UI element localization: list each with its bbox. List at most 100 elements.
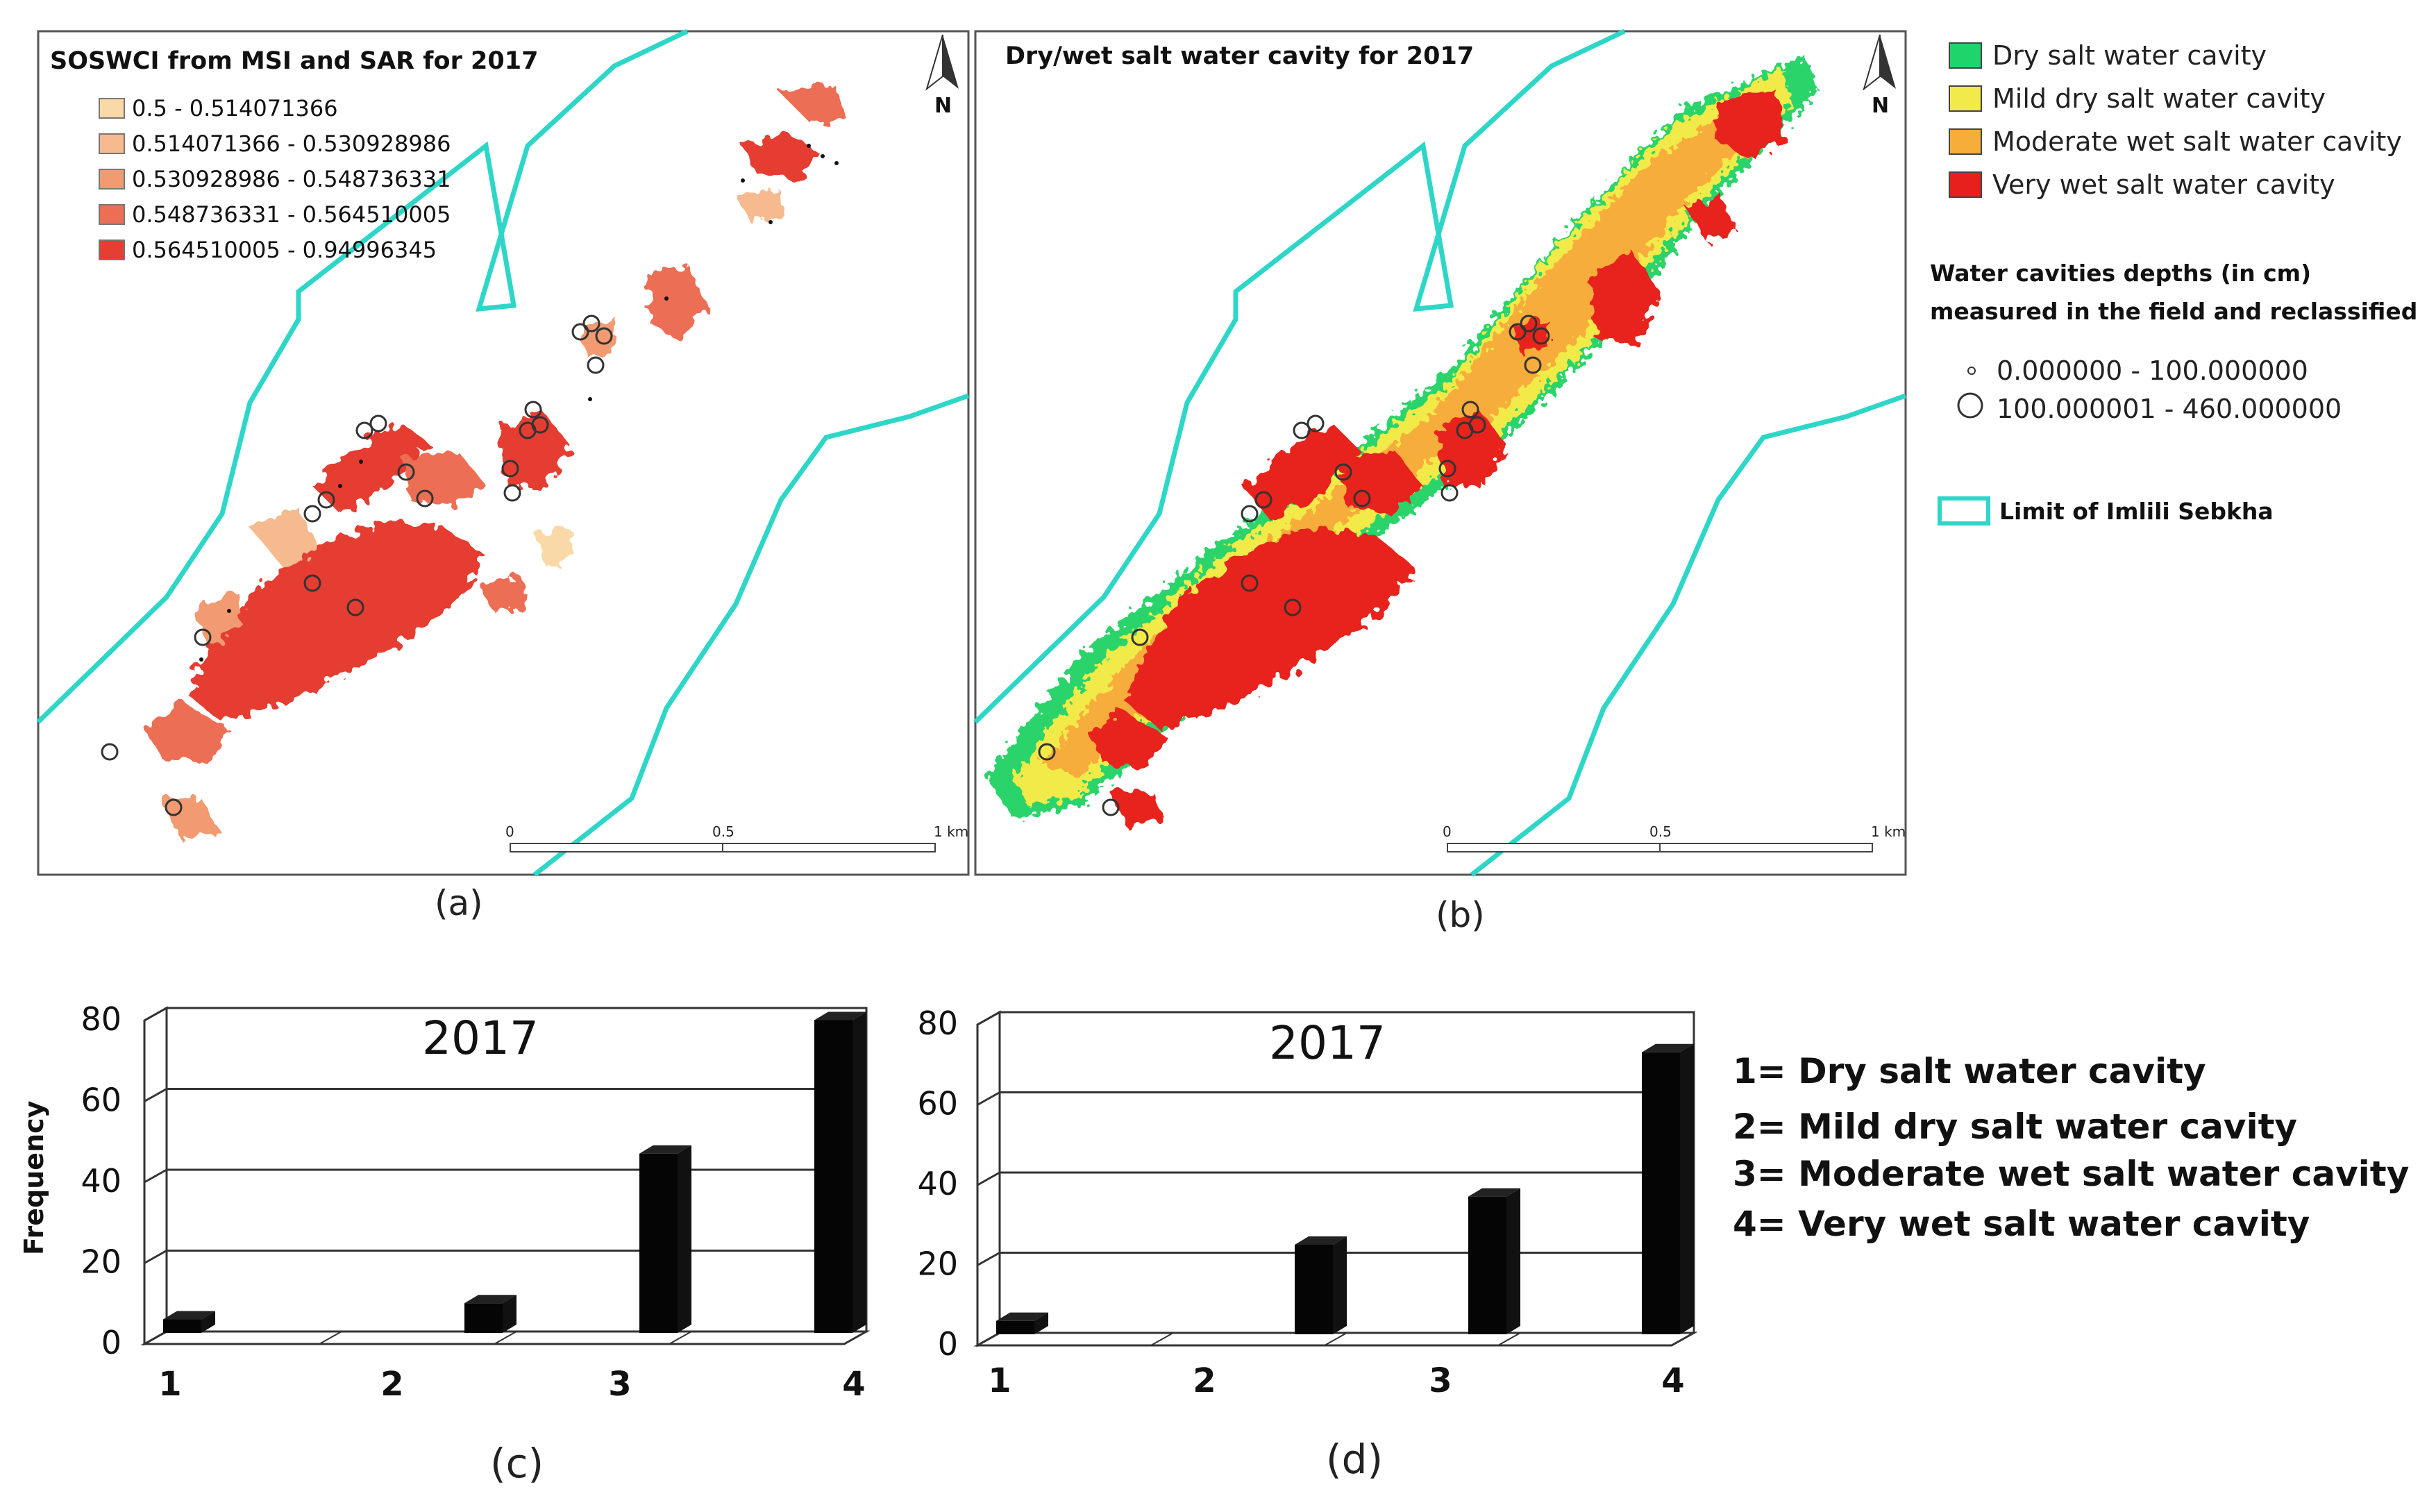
bar-side <box>852 1011 866 1333</box>
floor-divider <box>494 1331 517 1345</box>
gridline-side <box>144 1168 167 1184</box>
gridline-side <box>977 1011 1000 1026</box>
depth-class-2: 100.000001 - 460.000000 <box>1997 394 2342 424</box>
caption-a: (a) <box>435 883 483 923</box>
bar-top <box>1468 1188 1520 1197</box>
chart-title: 2017 <box>1269 1016 1386 1070</box>
scale-a-05: 0.5 <box>712 823 734 840</box>
legend-a-swatch-2 <box>99 133 125 154</box>
floor-divider <box>1150 1332 1174 1346</box>
map-a-title: SOSWCI from MSI and SAR for 2017 <box>50 47 538 75</box>
caption-d: (d) <box>1326 1436 1383 1483</box>
bar-top <box>1642 1043 1694 1052</box>
bar-side <box>1506 1188 1520 1334</box>
gridline-side <box>144 1250 167 1264</box>
class-label-3: Moderate wet salt water cavity <box>1992 126 2402 157</box>
bar-top <box>163 1311 215 1320</box>
x-tick-label: 4 <box>842 1365 865 1404</box>
bar-front <box>1295 1244 1333 1334</box>
x-tick-label: 2 <box>1193 1361 1216 1400</box>
y-tick-label: 20 <box>917 1245 958 1283</box>
bar-side <box>1680 1043 1694 1334</box>
legend-a-swatch-5 <box>99 240 125 260</box>
x-tick-label: 2 <box>380 1365 403 1404</box>
gridline-side <box>144 1088 167 1102</box>
map-b-title: Dry/wet salt water cavity for 2017 <box>1005 42 1474 70</box>
x-tick-label: 3 <box>608 1365 631 1404</box>
y-tick-label: 60 <box>81 1082 121 1119</box>
class-label-1: Dry salt water cavity <box>1992 40 2267 71</box>
bar-side <box>1333 1236 1347 1334</box>
y-tick-label: 60 <box>917 1085 958 1123</box>
x-tick-label: 1 <box>158 1365 181 1404</box>
sebkha-boundary-west <box>36 28 689 724</box>
bar-front <box>996 1320 1034 1334</box>
bar-side <box>201 1311 215 1333</box>
map-b-title-backdrop <box>984 38 1443 73</box>
floor-divider <box>1497 1332 1521 1346</box>
caption-b: (b) <box>1436 895 1485 935</box>
caption-c: (c) <box>490 1440 544 1487</box>
bar-front <box>464 1303 503 1333</box>
bar-top <box>639 1145 691 1154</box>
map-panel-b: N Dry/wet salt water cavity for 2017 0 0… <box>973 28 1907 935</box>
field-points-a <box>101 314 613 816</box>
bar-top <box>996 1312 1048 1321</box>
gridline-side <box>977 1252 1000 1266</box>
class-swatch-3 <box>1949 128 1982 155</box>
bar-top <box>814 1011 866 1020</box>
bar-side <box>1034 1312 1048 1334</box>
bar-chart-c: 0 20 40 60 80 1 2 3 4 2017 <box>81 1000 871 1404</box>
legend-a-swatch-3 <box>99 169 125 190</box>
class-key: 1= Dry salt water cavity 2= Mild dry sal… <box>1733 1051 2409 1244</box>
y-tick-label: 20 <box>81 1243 121 1281</box>
floor-divider <box>669 1331 692 1345</box>
gridline-side <box>977 1091 1000 1106</box>
bar-side <box>678 1145 691 1333</box>
bar-front <box>639 1153 678 1333</box>
sebkha-boundary-west-b <box>973 28 1626 724</box>
chart-title: 2017 <box>422 1011 539 1065</box>
y-tick-label: 80 <box>81 1000 121 1038</box>
y-tick-label: 80 <box>917 1005 958 1042</box>
gridline-side <box>144 1007 167 1022</box>
legend-a-label-2: 0.514071366 - 0.530928986 <box>132 131 451 157</box>
bar-front <box>1642 1052 1680 1334</box>
legend-a-label-1: 0.5 - 0.514071366 <box>132 95 338 121</box>
field-dots-a <box>199 144 839 662</box>
north-arrow-b: N <box>1863 34 1896 118</box>
sebkha-boundary-east-b <box>1470 393 1907 877</box>
gridline-side <box>977 1332 1000 1347</box>
scale-a-0: 0 <box>505 823 514 840</box>
legend-a-swatch-4 <box>99 204 125 225</box>
very-wet-cavity-patches <box>1090 90 1784 826</box>
floor-divider <box>319 1331 342 1345</box>
bar-front <box>163 1319 201 1333</box>
floor-divider <box>1324 1332 1347 1346</box>
bar-top <box>464 1295 516 1304</box>
boundary-label: Limit of Imlili Sebkha <box>1999 498 2274 525</box>
depth-large-symbol <box>1957 392 1983 419</box>
class-label-2: Mild dry salt water cavity <box>1992 83 2326 114</box>
class-key-3: 3= Moderate wet salt water cavity <box>1733 1154 2409 1194</box>
right-legend: Dry salt water cavity Mild dry salt wate… <box>1930 40 2417 526</box>
legend-a-label-3: 0.530928986 - 0.548736331 <box>132 166 451 192</box>
y-tick-label: 40 <box>917 1165 958 1202</box>
scale-b-0: 0 <box>1443 823 1452 840</box>
bar-chart-d: 0 20 40 60 80 1 2 3 4 2017 <box>917 1005 1698 1400</box>
class-label-4: Very wet salt water cavity <box>1992 169 2335 200</box>
sebkha-boundary-east <box>532 393 970 877</box>
class-swatch-1 <box>1949 42 1982 69</box>
north-label-a: N <box>934 94 952 118</box>
legend-a-label-5: 0.564510005 - 0.94996345 <box>132 237 437 263</box>
class-key-4: 4= Very wet salt water cavity <box>1733 1204 2310 1244</box>
bar-top <box>1295 1236 1347 1245</box>
class-key-2: 2= Mild dry salt water cavity <box>1733 1107 2297 1147</box>
legend-a-label-4: 0.548736331 - 0.564510005 <box>132 201 451 228</box>
map-panel-a: SOSWCI from MSI and SAR for 2017 0.5 - 0… <box>36 28 970 923</box>
scale-bar-b: 0 0.5 1 km <box>1443 823 1906 852</box>
north-label-b: N <box>1872 94 1889 118</box>
x-tick-label: 1 <box>988 1361 1011 1400</box>
y-tick-label: 40 <box>81 1162 121 1200</box>
gridline-side <box>144 1330 167 1345</box>
